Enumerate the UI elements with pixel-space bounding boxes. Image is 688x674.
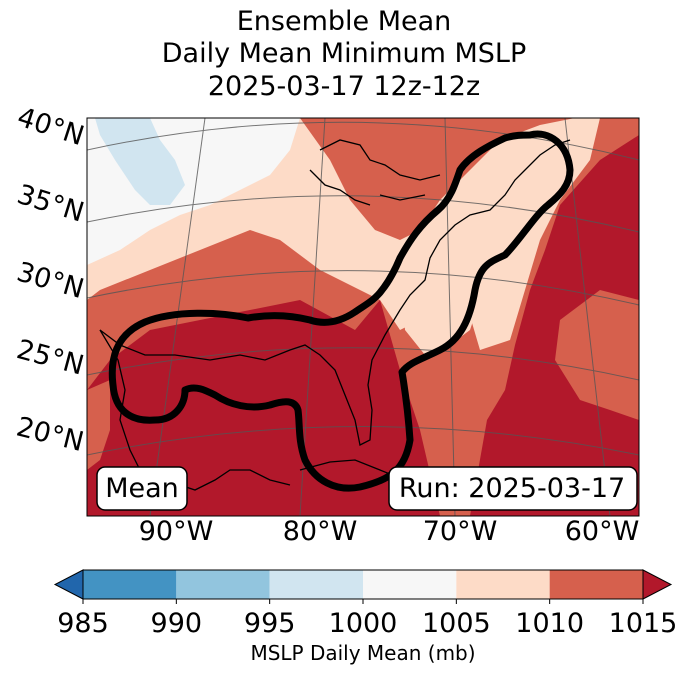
lat-label-30: 30°N: [13, 257, 87, 306]
lon-labels: 90°W 80°W 70°W 60°W: [139, 516, 640, 547]
colorbar-segment-1000-1005: [363, 570, 457, 599]
colorbar-tick-label-990: 990: [151, 608, 203, 639]
colorbar-extend-under: [53, 569, 84, 600]
contour-line: [108, 130, 574, 492]
colorbar-tick-label-1015: 1015: [609, 608, 678, 639]
chart-title-line-3: 2025-03-17 12z-12z: [207, 71, 481, 102]
field-995-1000: [95, 118, 185, 205]
colorbar: 985 990 995 1000 1005 1010 1015: [53, 569, 678, 639]
graticule-lon-60: [564, 118, 611, 516]
graticule-lat-30: [87, 270, 639, 306]
lat-label-25: 25°N: [13, 334, 87, 382]
graticule-lat-25: [87, 347, 639, 381]
colorbar-label: MSLP Daily Mean (mb): [250, 641, 475, 665]
colorbar-segment-985-990: [83, 570, 177, 599]
lat-label-40: 40°N: [13, 102, 87, 153]
field-1010-1015-west: [87, 380, 110, 470]
mean-annotation-box: [96, 466, 188, 511]
coastline-gulf: [99, 139, 571, 446]
map-frame: [86, 117, 640, 517]
graticule-lat-35: [87, 195, 639, 233]
graticule-lon-70: [444, 118, 456, 516]
run-annotation-box: [388, 466, 638, 511]
lat-labels: 40°N 35°N 30°N 25°N 20°N: [13, 102, 87, 458]
lat-label-35: 35°N: [13, 179, 87, 229]
lon-label-90: 90°W: [139, 516, 214, 547]
lon-label-70: 70°W: [423, 516, 498, 547]
colorbar-tick-label-995: 995: [244, 608, 296, 639]
lat-label-20: 20°N: [13, 411, 87, 458]
mean-annotation: Mean: [96, 466, 188, 511]
colorbar-segment-1010-1015: [549, 570, 643, 599]
colorbar-segment-1005-1010: [456, 570, 550, 599]
colorbar-tick-label-1005: 1005: [422, 608, 491, 639]
pressure-field: [87, 118, 639, 516]
lon-label-60: 60°W: [565, 516, 640, 547]
mean-annotation-text: Mean: [105, 473, 179, 504]
field-coastal-low: [400, 140, 555, 355]
colorbar-tick-label-1010: 1010: [515, 608, 584, 639]
colorbar-extend-over: [642, 569, 673, 600]
colorbar-tick-label-1000: 1000: [329, 608, 398, 639]
colorbar-tick-label-985: 985: [57, 608, 109, 639]
colorbar-segment-995-1000: [269, 570, 363, 599]
coastline-cuba: [299, 459, 401, 479]
graticule-lat-20: [87, 426, 639, 456]
colorbar-segment-990-995: [176, 570, 270, 599]
lon-label-80: 80°W: [283, 516, 358, 547]
map-panel: Mean Run: 2025-03-17: [86, 117, 640, 517]
coastline-great-lakes: [309, 139, 441, 206]
field-1010-1015-east: [555, 290, 639, 420]
run-annotation: Run: 2025-03-17: [388, 466, 638, 511]
run-annotation-text: Run: 2025-03-17: [399, 473, 625, 504]
chart-title-line-1: Ensemble Mean: [236, 6, 452, 37]
chart-title-line-2: Daily Mean Minimum MSLP: [161, 38, 527, 69]
